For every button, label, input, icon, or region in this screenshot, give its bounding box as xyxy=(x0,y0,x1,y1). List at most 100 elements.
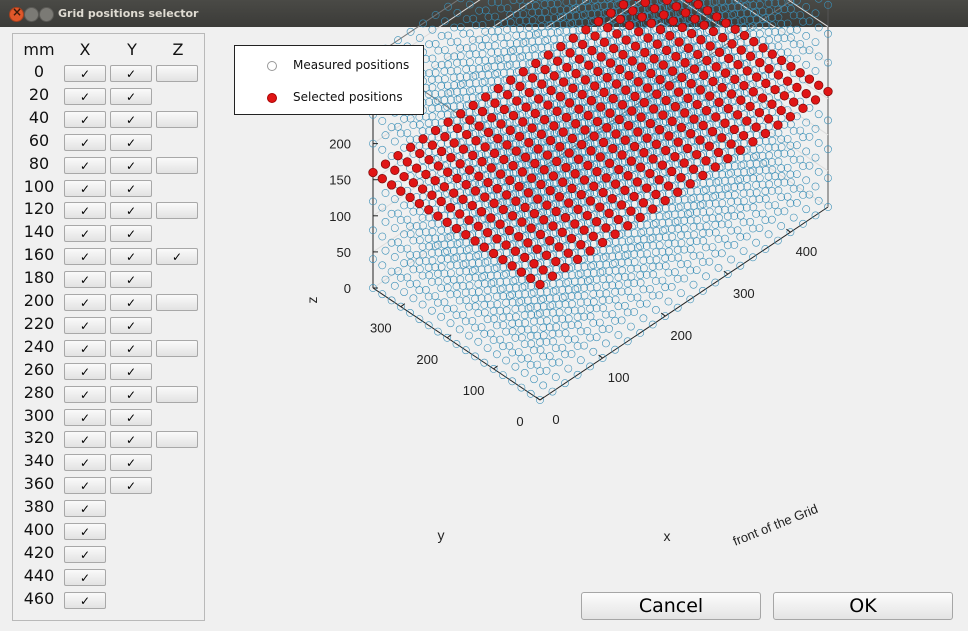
toggle-y-260[interactable]: ✓ xyxy=(110,362,152,380)
measured-point xyxy=(615,28,624,37)
toggle-z-240[interactable] xyxy=(156,339,198,357)
toggle-x-40[interactable]: ✓ xyxy=(64,110,106,128)
toggle-x-260[interactable]: ✓ xyxy=(64,362,106,380)
toggle-x-200[interactable]: ✓ xyxy=(64,294,106,311)
toggle-x-460[interactable]: ✓ xyxy=(64,591,106,609)
toggle-z-280[interactable] xyxy=(156,385,198,403)
measured-point xyxy=(621,201,630,210)
toggle-y-300[interactable]: ✓ xyxy=(110,408,152,426)
toggle-x-240[interactable]: ✓ xyxy=(64,339,106,357)
toggle-y-280[interactable]: ✓ xyxy=(110,385,152,403)
toggle-x-0[interactable]: ✓ xyxy=(64,65,106,82)
toggle-z-0[interactable] xyxy=(156,65,198,82)
measured-point xyxy=(452,166,461,175)
toggle-y-360[interactable]: ✓ xyxy=(110,477,152,495)
measured-point xyxy=(644,62,652,71)
measured-point xyxy=(562,229,571,237)
toggle-x-360[interactable]: ✓ xyxy=(64,477,106,495)
measured-point xyxy=(573,168,582,177)
toggle-x-300[interactable]: ✓ xyxy=(64,408,106,426)
toggle-x-420[interactable]: ✓ xyxy=(64,545,106,563)
toggle-x-220[interactable]: ✓ xyxy=(64,316,106,334)
toggle-z-40[interactable] xyxy=(156,110,198,128)
measured-point xyxy=(468,259,477,268)
toggle-x-160[interactable]: ✓ xyxy=(64,248,106,266)
selected-point xyxy=(386,180,397,190)
measured-point xyxy=(537,138,546,146)
measured-point xyxy=(387,152,396,160)
selected-point xyxy=(458,144,469,154)
toggle-x-20[interactable]: ✓ xyxy=(64,87,106,105)
selected-point xyxy=(786,61,796,72)
measured-point xyxy=(617,114,626,123)
measured-point xyxy=(506,133,515,142)
toggle-x-340[interactable]: ✓ xyxy=(64,454,106,472)
measured-point xyxy=(587,175,595,184)
toggle-y-200[interactable]: ✓ xyxy=(110,294,152,311)
toggle-y-120[interactable]: ✓ xyxy=(110,202,152,220)
toggle-y-340[interactable]: ✓ xyxy=(110,454,152,472)
selected-point xyxy=(757,93,768,103)
toggle-x-120[interactable]: ✓ xyxy=(64,202,106,220)
toggle-x-400[interactable]: ✓ xyxy=(64,523,106,540)
toggle-x-60[interactable]: ✓ xyxy=(64,133,106,151)
selected-point xyxy=(574,54,585,64)
toggle-y-80[interactable]: ✓ xyxy=(110,156,152,174)
measured-point xyxy=(465,252,474,261)
toggle-x-280[interactable]: ✓ xyxy=(64,385,106,403)
minimize-icon[interactable] xyxy=(24,7,39,22)
toggle-x-100[interactable]: ✓ xyxy=(64,179,106,197)
measured-point xyxy=(636,47,645,56)
toggle-y-140[interactable]: ✓ xyxy=(110,225,152,243)
measured-point xyxy=(478,42,486,51)
measured-point xyxy=(614,50,623,58)
measured-point xyxy=(569,149,578,158)
toggle-x-380[interactable]: ✓ xyxy=(64,500,106,518)
toggle-z-200[interactable] xyxy=(156,294,198,311)
maximize-icon[interactable] xyxy=(39,7,54,22)
toggle-y-160[interactable]: ✓ xyxy=(110,248,152,266)
selected-point xyxy=(533,144,543,154)
measured-point xyxy=(471,208,479,216)
measured-point xyxy=(437,82,446,90)
toggle-x-80[interactable]: ✓ xyxy=(64,156,106,174)
close-icon[interactable] xyxy=(9,5,24,22)
y-tick xyxy=(446,334,452,339)
measured-point xyxy=(471,294,479,303)
toggle-y-320[interactable]: ✓ xyxy=(110,431,152,449)
measured-point xyxy=(552,265,561,274)
selected-point xyxy=(548,171,559,181)
measured-point xyxy=(487,48,496,57)
measured-point xyxy=(715,40,723,49)
cancel-button[interactable]: Cancel xyxy=(581,592,761,620)
measured-point xyxy=(496,285,505,294)
toggle-y-0[interactable]: ✓ xyxy=(110,65,152,82)
toggle-y-180[interactable]: ✓ xyxy=(110,271,152,289)
selected-point xyxy=(651,139,662,149)
toggle-y-40[interactable]: ✓ xyxy=(110,110,152,128)
measured-point xyxy=(705,113,714,122)
toggle-y-220[interactable]: ✓ xyxy=(110,316,152,334)
toggle-y-240[interactable]: ✓ xyxy=(110,339,152,357)
measured-point xyxy=(437,262,446,271)
toggle-x-180[interactable]: ✓ xyxy=(64,271,106,289)
toggle-y-20[interactable]: ✓ xyxy=(110,87,152,105)
measured-point xyxy=(640,41,649,49)
toggle-y-100[interactable]: ✓ xyxy=(110,179,152,197)
toggle-z-160[interactable]: ✓ xyxy=(156,248,198,266)
toggle-x-320[interactable]: ✓ xyxy=(64,431,106,449)
toggle-y-60[interactable]: ✓ xyxy=(110,133,152,151)
ok-button[interactable]: OK xyxy=(773,592,953,620)
measured-point xyxy=(512,312,520,321)
measured-point xyxy=(598,354,607,362)
toggle-x-440[interactable]: ✓ xyxy=(64,568,106,586)
measured-point xyxy=(469,130,478,139)
toggle-x-140[interactable]: ✓ xyxy=(64,225,106,243)
measured-point xyxy=(459,79,467,88)
measured-point xyxy=(640,177,648,186)
measured-point xyxy=(481,208,490,217)
toggle-z-320[interactable] xyxy=(156,431,198,449)
toggle-z-120[interactable] xyxy=(156,202,198,220)
toggle-z-80[interactable] xyxy=(156,156,198,174)
measured-point xyxy=(611,237,620,246)
